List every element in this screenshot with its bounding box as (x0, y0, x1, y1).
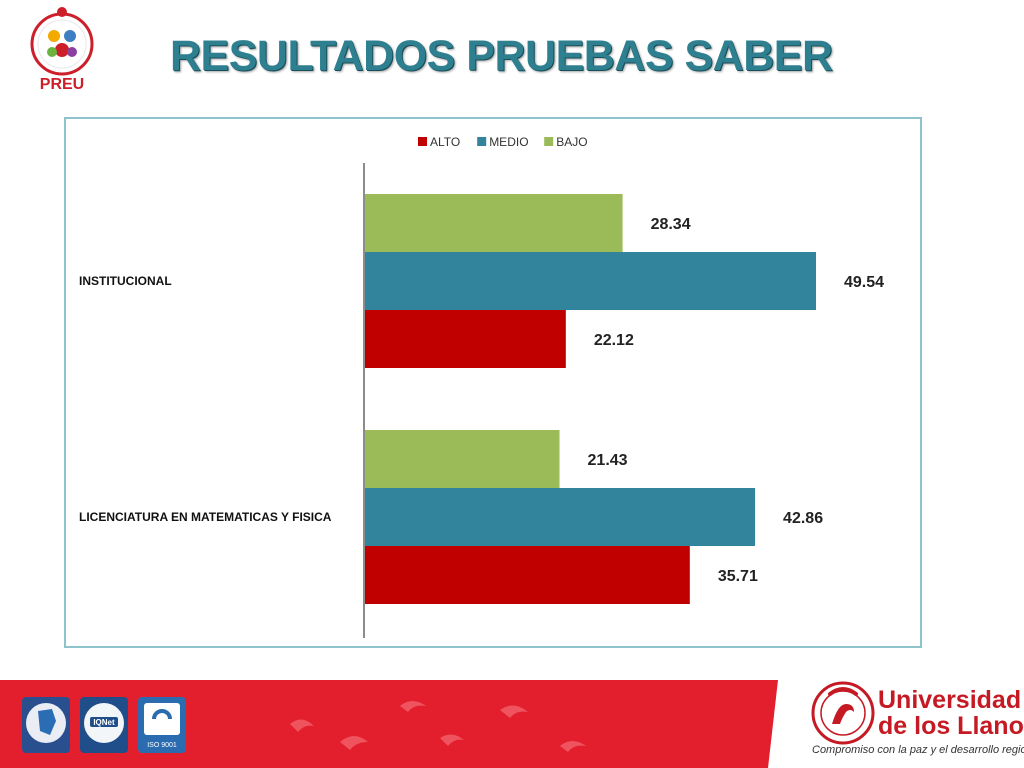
legend-item-medio: MEDIO (477, 135, 529, 149)
footer (0, 680, 1024, 768)
university-name-line2: de los Llanos (878, 712, 1024, 740)
preu-logo-text: PREU (39, 76, 85, 93)
iqnet-badge: IQNet (80, 697, 128, 753)
data-label-bajo-0: 28.34 (651, 216, 691, 233)
category-label-0: INSTITUCIONAL (79, 274, 172, 288)
iqnet-certified-icon (84, 703, 124, 743)
unillanos-seal-icon (811, 681, 875, 745)
bar-medio-0 (364, 252, 816, 310)
university-name-line1: Universidad (878, 686, 1022, 714)
category-label-1: LICENCIATURA EN MATEMATICAS Y FISICA (79, 510, 332, 524)
data-label-medio-0: 49.54 (844, 274, 884, 291)
unillanos-logo: Universidad de los Llanos Compromiso con… (808, 678, 1024, 766)
legend-label-alto: ALTO (430, 135, 460, 149)
footer-banner (0, 680, 778, 768)
bar-medio-1 (364, 488, 756, 546)
data-label-alto-1: 35.71 (718, 568, 758, 585)
bar-bajo-1 (364, 430, 560, 488)
bar-chart: ALTO MEDIO BAJO 28.34 49.54 22.12 INSTITUCIONA… (79, 135, 884, 638)
preu-logo: PREU (14, 6, 110, 96)
legend-swatch-alto (418, 137, 427, 146)
data-label-alto-0: 22.12 (594, 332, 634, 349)
page-title: RESULTADOS PRUEBAS SABER (170, 32, 833, 80)
footer-red-band (0, 680, 778, 768)
colombia-map-icon (26, 703, 66, 743)
data-label-medio-1: 42.86 (783, 510, 823, 527)
colombia-map-badge (22, 697, 70, 753)
iso-certified-icon (144, 703, 180, 735)
legend-label-bajo: BAJO (556, 135, 587, 149)
bar-alto-1 (364, 546, 690, 604)
legend-item-alto: ALTO (418, 135, 460, 149)
legend-swatch-medio (477, 137, 487, 146)
preu-logo-emblem (30, 7, 94, 76)
certification-badges: IQNet ISO 9001 (22, 697, 186, 753)
bar-alto-0 (364, 310, 566, 368)
legend-swatch-bajo (544, 137, 554, 146)
footer-bird-silhouettes (290, 701, 586, 752)
iso-badge-text: ISO 9001 (147, 742, 177, 749)
chart-frame: ALTO MEDIO BAJO 28.34 49.54 22.12 INSTITUCIONA… (64, 117, 922, 648)
university-slogan: Compromiso con la paz y el desarrollo re… (812, 744, 1024, 756)
legend-item-bajo: BAJO (544, 135, 588, 149)
iqnet-badge-text: IQNet (93, 718, 115, 727)
data-label-bajo-1: 21.43 (588, 452, 628, 469)
legend-label-medio: MEDIO (489, 135, 528, 149)
iso-badge: ISO 9001 (138, 697, 186, 753)
bar-bajo-0 (364, 194, 623, 252)
